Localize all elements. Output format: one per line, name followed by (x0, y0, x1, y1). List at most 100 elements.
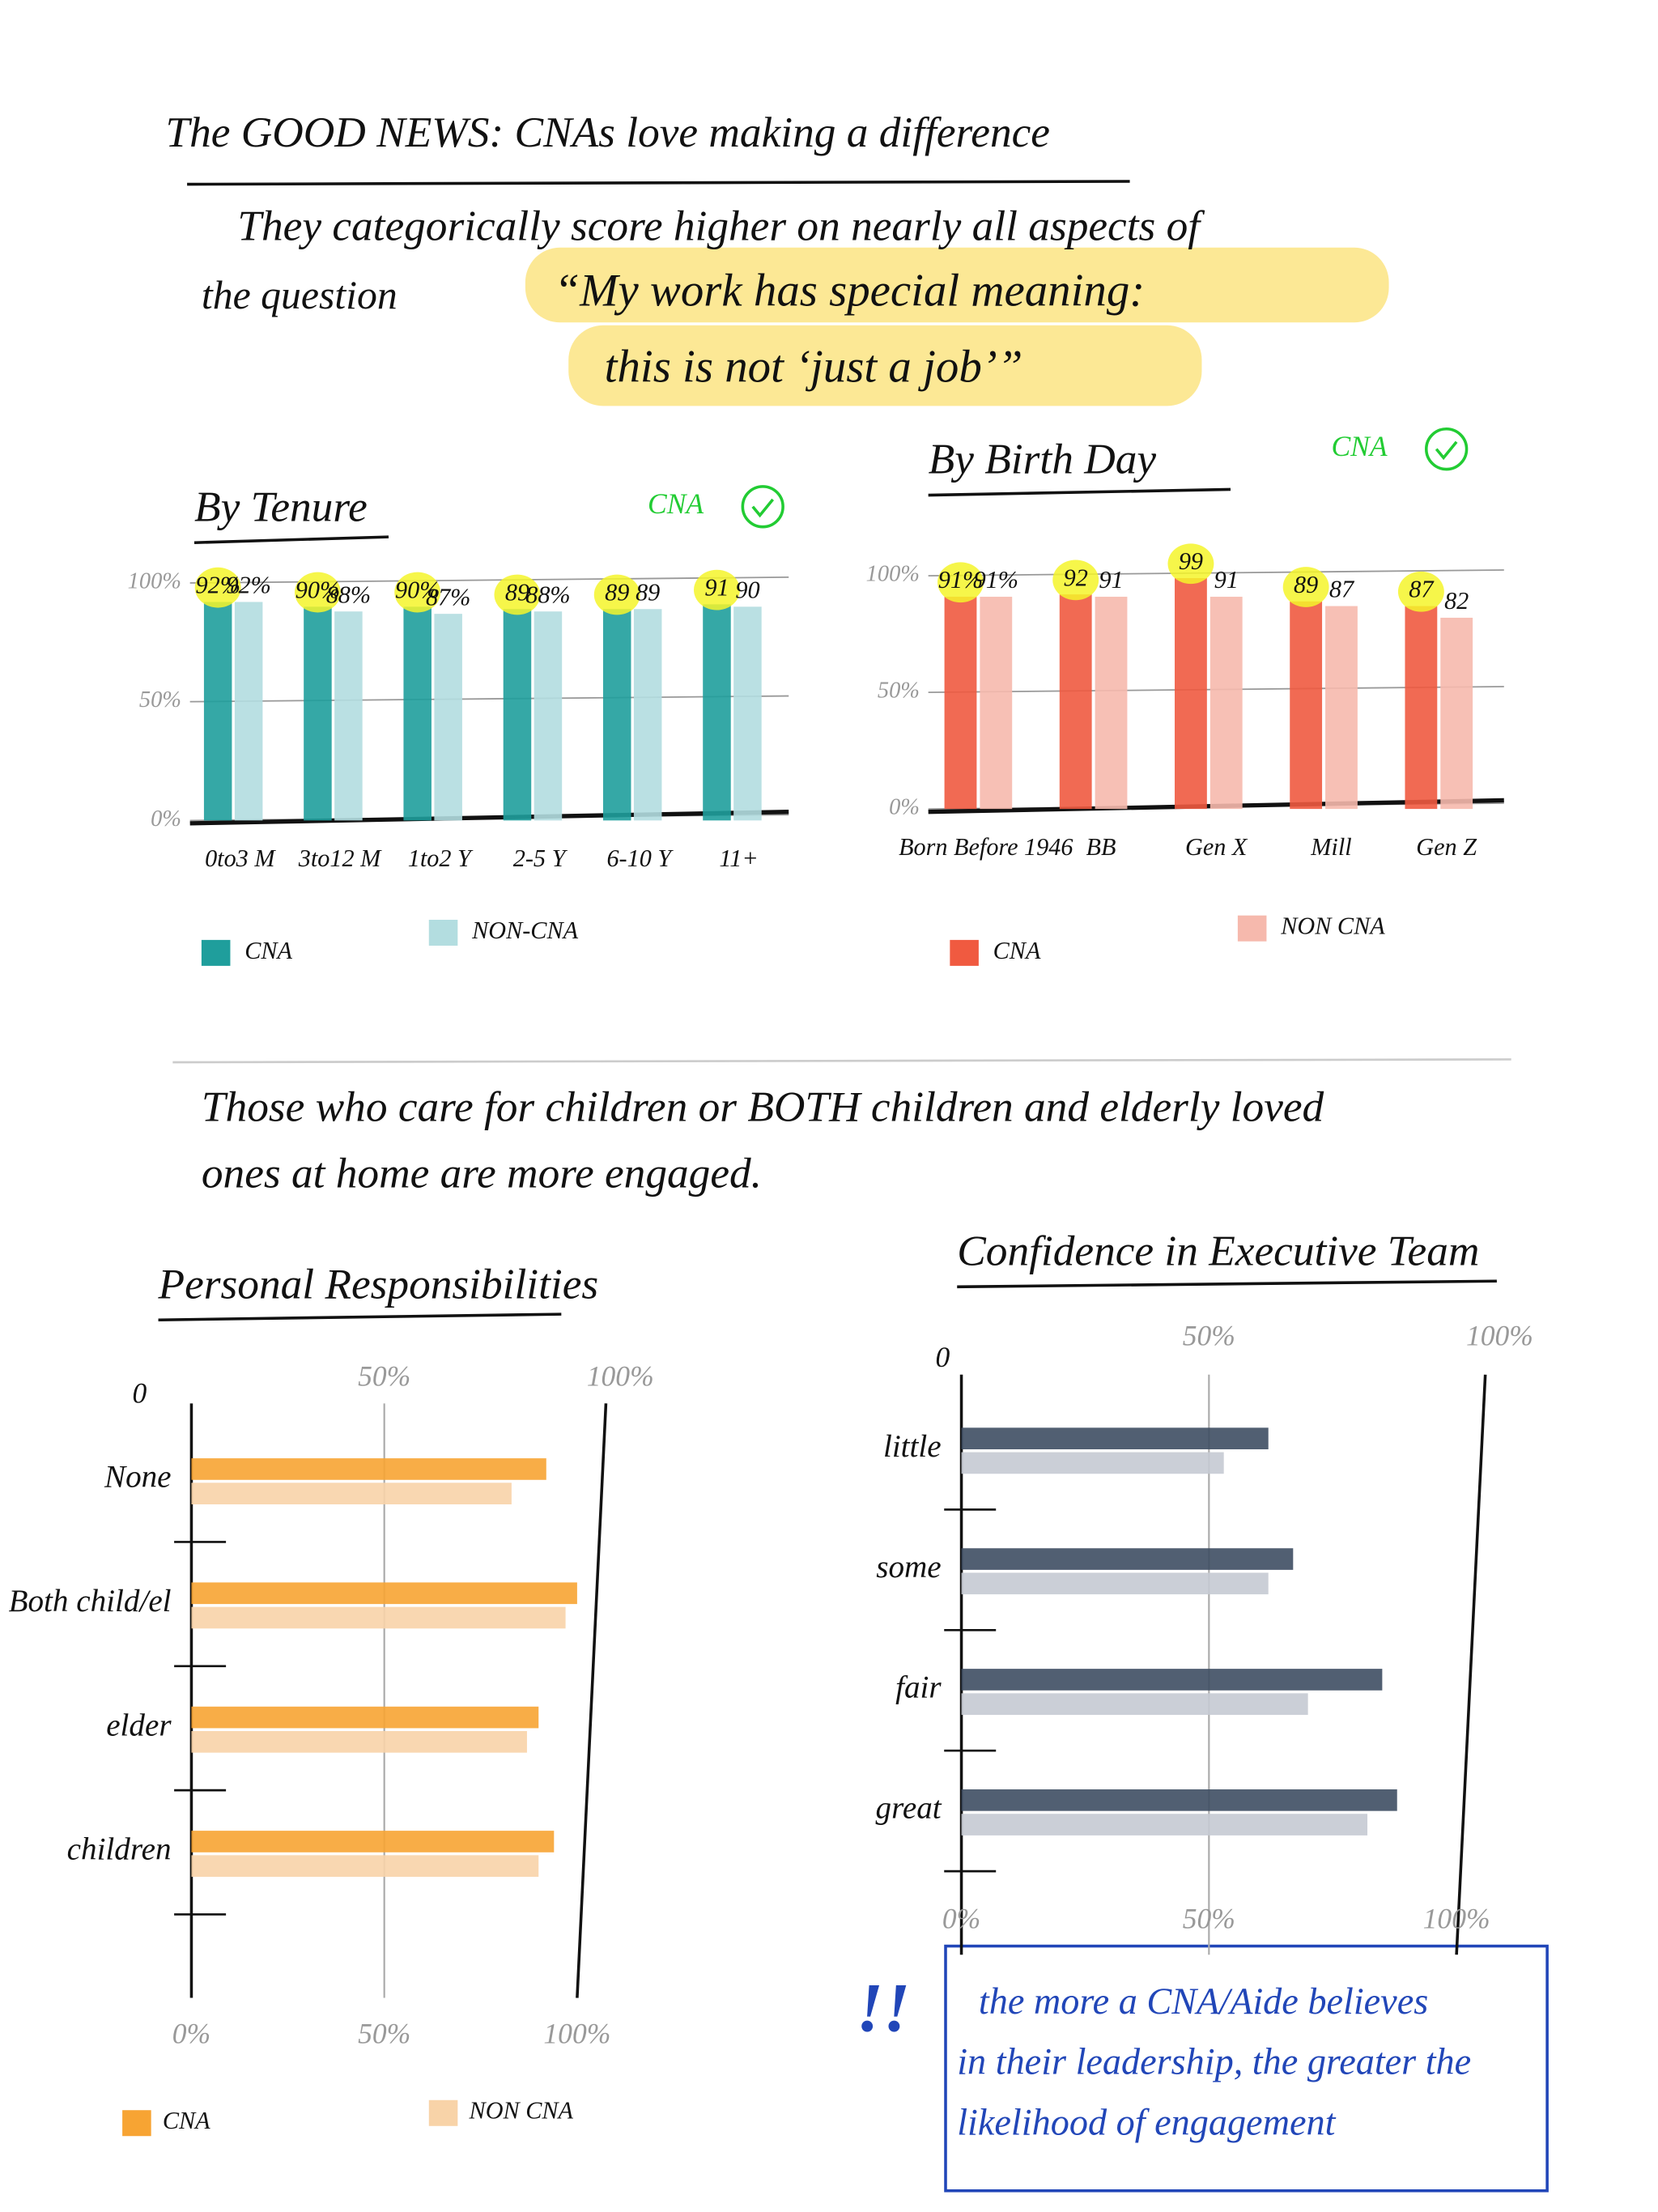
bar (961, 1789, 1397, 1811)
y-tick-label: Both child/el (9, 1584, 172, 1619)
grid-line (189, 695, 789, 703)
label-highlight (294, 572, 341, 613)
value-label: 90 (735, 576, 759, 603)
x-tick-label: Mill (1310, 833, 1351, 861)
grid-line (1455, 1374, 1487, 1955)
title-underline (158, 1312, 562, 1321)
bar (234, 602, 263, 821)
value-label: 91 (1214, 566, 1239, 593)
x-tick-label: 100% (543, 2018, 610, 2050)
label-highlight (1167, 543, 1214, 585)
bar (602, 609, 631, 821)
bar (191, 1582, 577, 1605)
x-tick-label: 50% (358, 2018, 410, 2050)
bar (980, 597, 1013, 810)
chart-title: Personal Responsibilities (158, 1259, 599, 1308)
y-tick-label: None (104, 1460, 172, 1495)
bar (961, 1669, 1383, 1691)
note-box (944, 1944, 1549, 2193)
x-tick-label: Gen X (1185, 833, 1248, 861)
top-tick-label: 100% (1466, 1319, 1533, 1351)
intro-line: They categorically score higher on nearl… (237, 202, 1205, 250)
title-underline (928, 487, 1231, 497)
value-label: 90% (395, 576, 440, 603)
y-tick-label: little (883, 1429, 942, 1464)
label-highlight (1052, 559, 1099, 601)
x-tick-label: Born Before 1946 (899, 833, 1073, 861)
heading: The GOOD NEWS: CNAs love making a differ… (165, 108, 1050, 156)
label-highlight (694, 569, 740, 610)
value-label: 88% (326, 581, 371, 608)
value-label: 87 (1329, 576, 1355, 603)
title-underline (193, 535, 389, 544)
y-tick-label: 0% (889, 795, 920, 820)
bar (534, 611, 563, 821)
x-tick-label: 100% (1423, 1902, 1490, 1934)
x-tick-label: 6-10 Y (606, 844, 674, 872)
bar (1095, 597, 1128, 810)
label-highlight (394, 572, 441, 613)
label-highlight (1397, 571, 1444, 612)
divider (172, 1058, 1511, 1064)
bar (961, 1693, 1308, 1715)
value-label: 90% (295, 576, 340, 603)
check-mark (1435, 440, 1458, 461)
x-tick-label: Gen Z (1416, 833, 1477, 861)
intro-line: the question (202, 273, 397, 317)
value-label: 89 (605, 578, 629, 606)
value-label: 91% (974, 566, 1018, 593)
x-tick-label: 0% (172, 2018, 210, 2050)
y-tick-label: great (876, 1791, 942, 1826)
value-label: 92 (1064, 564, 1088, 591)
label-highlight (194, 567, 241, 608)
bar (191, 1606, 566, 1629)
heading-underline (187, 180, 1130, 186)
value-label: 88% (525, 581, 570, 608)
legend-label: NON CNA (1280, 912, 1385, 940)
bar (1290, 601, 1323, 810)
quote-line: “My work has special meaning: (554, 265, 1145, 316)
bar (434, 614, 462, 821)
label-highlight (1282, 567, 1329, 607)
bar (191, 1855, 539, 1877)
bar (403, 606, 432, 821)
annotation: CNA (648, 487, 704, 520)
x-tick-label: 3to12 M (298, 844, 382, 872)
note-mark: !! (857, 1970, 910, 2046)
baseline (189, 810, 789, 826)
bar (944, 597, 977, 810)
y-tick-label: 100% (128, 569, 181, 594)
bar (1209, 597, 1243, 810)
value-label: 91 (704, 574, 729, 602)
legend-swatch (1237, 915, 1267, 942)
value-label: 91% (938, 566, 983, 593)
bar (1325, 606, 1358, 810)
legend-swatch (950, 939, 979, 966)
quote-highlight (568, 325, 1202, 406)
bar (961, 1548, 1294, 1570)
bar (1405, 606, 1438, 810)
x-tick-label: 0to3 M (205, 844, 276, 872)
note-line: in their leadership, the greater the (957, 2041, 1471, 2082)
note-line: likelihood of engagement (957, 2101, 1336, 2142)
title-underline (957, 1279, 1497, 1289)
top-tick-label: 100% (587, 1359, 654, 1392)
note-line: the more a CNA/Aide believes (979, 1980, 1428, 2022)
value-label: 92% (226, 572, 270, 599)
value-label: 92% (195, 572, 240, 599)
annotation: CNA (1331, 430, 1387, 462)
legend-label: CNA (993, 937, 1041, 964)
y-tick-label: some (876, 1550, 941, 1585)
bar (961, 1814, 1368, 1836)
x-tick-label: 50% (1183, 1902, 1235, 1934)
bar (1059, 594, 1092, 810)
bar (203, 602, 232, 821)
bar (191, 1731, 527, 1753)
section-text: Those who care for children or BOTH chil… (202, 1083, 1324, 1131)
label-highlight (593, 574, 640, 615)
value-label: 89 (636, 578, 660, 606)
bar (1175, 577, 1207, 810)
top-tick-label: 50% (1183, 1319, 1235, 1351)
bar (191, 1458, 546, 1480)
